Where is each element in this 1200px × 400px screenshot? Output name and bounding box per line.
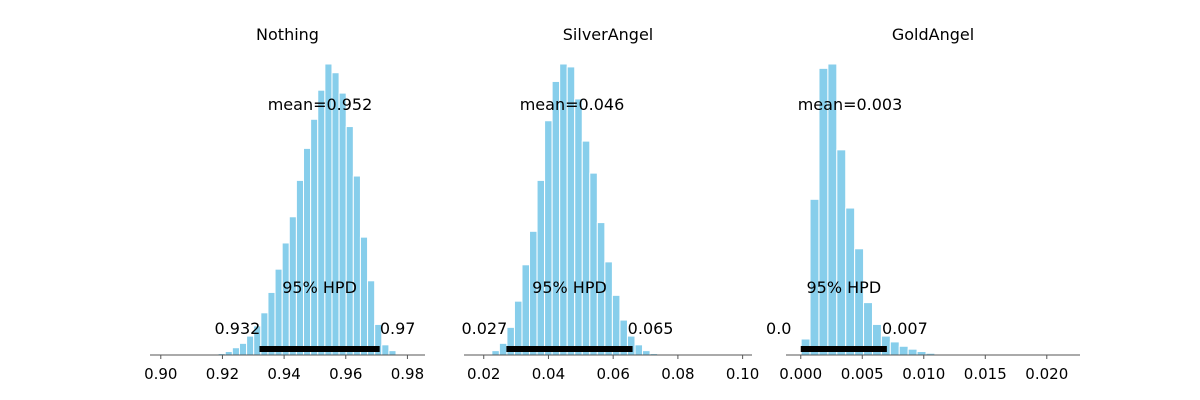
histogram-bar xyxy=(317,89,326,356)
mean-label: mean=0.003 xyxy=(798,95,903,114)
histogram-bars xyxy=(217,63,397,356)
x-tick-label: 0.94 xyxy=(267,365,300,383)
subplot-title: Nothing xyxy=(256,25,319,44)
histogram-bar xyxy=(381,344,390,356)
x-tick-label: 0.000 xyxy=(779,365,822,383)
x-tick-label: 0.06 xyxy=(596,365,629,383)
x-tick-label: 0.96 xyxy=(329,365,362,383)
histogram-bar xyxy=(536,179,546,356)
histogram-bar xyxy=(589,172,598,356)
histogram-bar xyxy=(303,147,312,356)
x-tick-label: 0.02 xyxy=(467,365,500,383)
x-tick-label: 0.08 xyxy=(661,365,694,383)
subplot-silverangel: SilverAngel 0.02 0.04 0.06 0.08 0.10 mean=0.… xyxy=(461,25,759,383)
histogram-bar xyxy=(634,344,644,356)
histogram-bar xyxy=(359,236,369,356)
histogram-bar xyxy=(907,348,918,356)
histogram-bar xyxy=(916,351,927,356)
histogram-bar xyxy=(338,92,347,356)
hpd-low-label: 0.0 xyxy=(766,319,791,338)
histogram-bar xyxy=(246,335,255,356)
hpd-label: 95% HPD xyxy=(806,278,881,297)
histogram-bar xyxy=(267,291,276,356)
mean-label: mean=0.952 xyxy=(268,95,373,114)
histogram-bar xyxy=(231,347,240,356)
histogram-bar xyxy=(367,280,376,356)
histogram-bar xyxy=(642,350,651,356)
histogram-bar xyxy=(898,345,909,356)
histogram-bar xyxy=(274,268,283,356)
histogram-bar xyxy=(388,350,397,356)
histogram-bar xyxy=(854,248,865,356)
x-tick-label: 0.04 xyxy=(532,365,565,383)
histogram-bar xyxy=(352,175,361,356)
subplot-title: GoldAngel xyxy=(892,25,974,44)
histogram-bar xyxy=(238,342,248,356)
histogram-bar xyxy=(880,335,891,356)
histogram-bar xyxy=(491,350,500,356)
hpd-label: 95% HPD xyxy=(282,278,357,297)
x-tick-label: 0.015 xyxy=(964,365,1007,383)
hpd-high-label: 0.007 xyxy=(882,319,928,338)
histogram-bar xyxy=(331,72,340,356)
histogram-bar xyxy=(581,140,591,356)
histogram-bar xyxy=(521,264,531,356)
hpd-low-label: 0.932 xyxy=(215,319,261,338)
subplot-goldangel: GoldAngel 0.000 0.005 0.010 0.015 0.020 mean… xyxy=(766,25,1080,383)
subplot-title: SilverAngel xyxy=(563,25,653,44)
x-tick-label: 0.98 xyxy=(391,365,424,383)
histogram-bar xyxy=(310,118,319,356)
histogram-bar xyxy=(551,80,561,356)
hpd-label: 95% HPD xyxy=(532,278,607,297)
hpd-low-label: 0.027 xyxy=(461,319,507,338)
histogram-bar xyxy=(889,341,900,356)
histogram-bar xyxy=(281,242,290,356)
histogram-bar xyxy=(544,120,553,356)
x-tick-label: 0.90 xyxy=(144,365,177,383)
histogram-bar xyxy=(498,342,508,356)
x-axis-ticks: 0.90 0.92 0.94 0.96 0.98 xyxy=(144,355,424,383)
x-tick-label: 0.92 xyxy=(206,365,239,383)
histogram-bar xyxy=(574,98,583,356)
subplot-nothing: Nothing 0.90 0.92 0.94 0.96 0.98 mean=0.952 … xyxy=(144,25,425,383)
hpd-high-label: 0.97 xyxy=(380,319,416,338)
histogram-bar xyxy=(295,179,305,356)
histogram-bar xyxy=(626,335,636,356)
histogram-bar xyxy=(224,351,233,356)
hpd-high-label: 0.065 xyxy=(628,319,674,338)
x-tick-label: 0.005 xyxy=(841,365,884,383)
x-axis-ticks: 0.000 0.005 0.010 0.015 0.020 xyxy=(779,355,1068,383)
x-tick-label: 0.020 xyxy=(1025,365,1068,383)
x-axis-ticks: 0.02 0.04 0.06 0.08 0.10 xyxy=(467,355,759,383)
x-tick-label: 0.10 xyxy=(726,365,759,383)
mean-label: mean=0.046 xyxy=(520,95,625,114)
histogram-bar xyxy=(836,149,847,356)
histogram-bar xyxy=(604,261,613,356)
x-tick-label: 0.010 xyxy=(902,365,945,383)
histogram-bar xyxy=(345,126,354,356)
